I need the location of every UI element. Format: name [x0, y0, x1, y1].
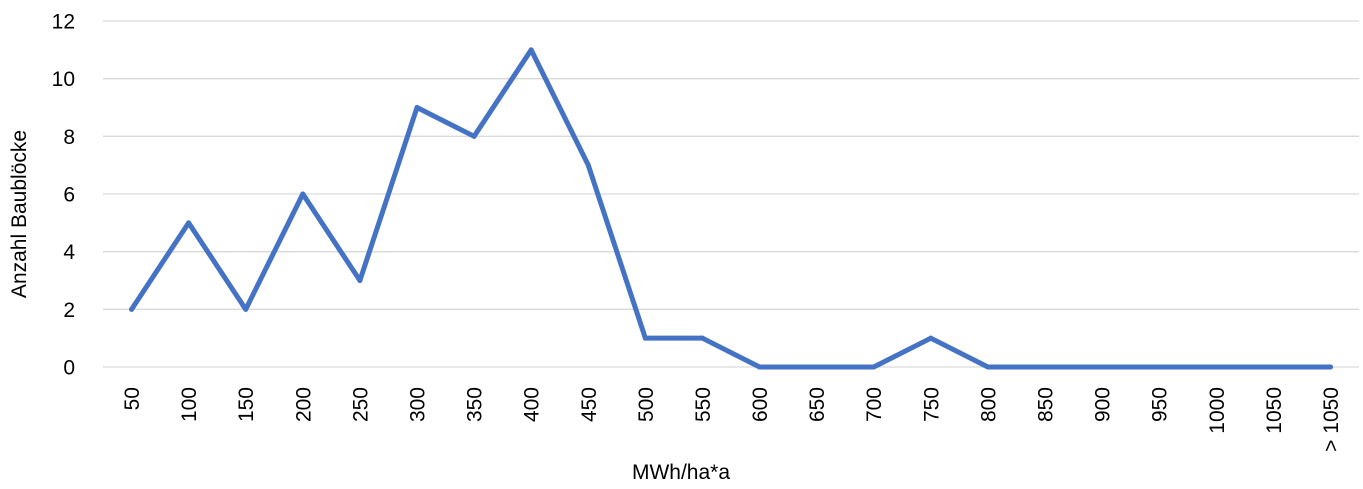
y-axis-tick-labels: 0 2 4 6 8 10 12 — [52, 11, 76, 380]
data-point — [243, 306, 249, 312]
x-tick-label: 200 — [292, 387, 315, 422]
x-tick-label: 250 — [349, 387, 372, 422]
x-tick-label: 950 — [1149, 387, 1172, 422]
y-axis-title: Anzahl Baublöcke — [8, 130, 31, 298]
x-tick-label: 550 — [692, 387, 715, 422]
x-tick-label: 1050 — [1263, 387, 1286, 434]
data-point — [985, 364, 991, 370]
x-tick-label: 650 — [806, 387, 829, 422]
x-axis-tick-labels: 50 100 150 200 250 300 350 400 450 500 550 600 650 70… — [121, 387, 1343, 452]
series-line — [129, 47, 1333, 370]
data-point — [585, 162, 591, 168]
data-point — [129, 306, 135, 312]
x-tick-label: 1000 — [1206, 387, 1229, 434]
x-tick-label: > 1050 — [1320, 387, 1343, 452]
data-point — [757, 364, 763, 370]
data-point — [814, 364, 820, 370]
x-tick-label: 850 — [1035, 387, 1058, 422]
x-tick-label: 750 — [920, 387, 943, 422]
x-tick-label: 150 — [235, 387, 258, 422]
x-tick-label: 50 — [121, 387, 144, 410]
data-point — [1327, 364, 1333, 370]
series-layer — [129, 47, 1333, 370]
x-tick-label: 300 — [407, 387, 430, 422]
x-tick-label: 400 — [521, 387, 544, 422]
data-point — [300, 191, 306, 197]
y-tick-label: 0 — [63, 357, 75, 380]
data-point — [414, 105, 420, 110]
x-tick-label: 800 — [977, 387, 1000, 422]
data-point — [1213, 364, 1219, 370]
data-point — [871, 364, 877, 370]
x-tick-label: 500 — [635, 387, 658, 422]
x-tick-label: 100 — [178, 387, 201, 422]
y-tick-label: 6 — [63, 184, 75, 207]
data-point — [1156, 364, 1162, 370]
y-tick-label: 10 — [52, 68, 75, 91]
data-point — [928, 335, 934, 341]
x-tick-label: 600 — [749, 387, 772, 422]
data-point — [1042, 364, 1048, 370]
gridlines — [103, 20, 1359, 368]
data-point — [471, 133, 477, 139]
y-tick-label: 4 — [63, 241, 75, 264]
data-point — [699, 335, 705, 341]
y-tick-label: 12 — [52, 11, 75, 34]
y-tick-label: 8 — [63, 126, 75, 149]
data-point — [528, 47, 534, 53]
data-point — [642, 335, 648, 341]
data-point — [186, 220, 192, 226]
x-tick-label: 700 — [863, 387, 886, 422]
y-tick-label: 2 — [63, 299, 75, 322]
x-tick-label: 450 — [578, 387, 601, 422]
x-tick-label: 350 — [464, 387, 487, 422]
data-point — [1099, 364, 1105, 370]
data-point — [1270, 364, 1276, 370]
x-tick-label: 900 — [1092, 387, 1115, 422]
data-point — [357, 278, 363, 283]
x-axis-title: MWh/ha*a — [632, 461, 730, 484]
